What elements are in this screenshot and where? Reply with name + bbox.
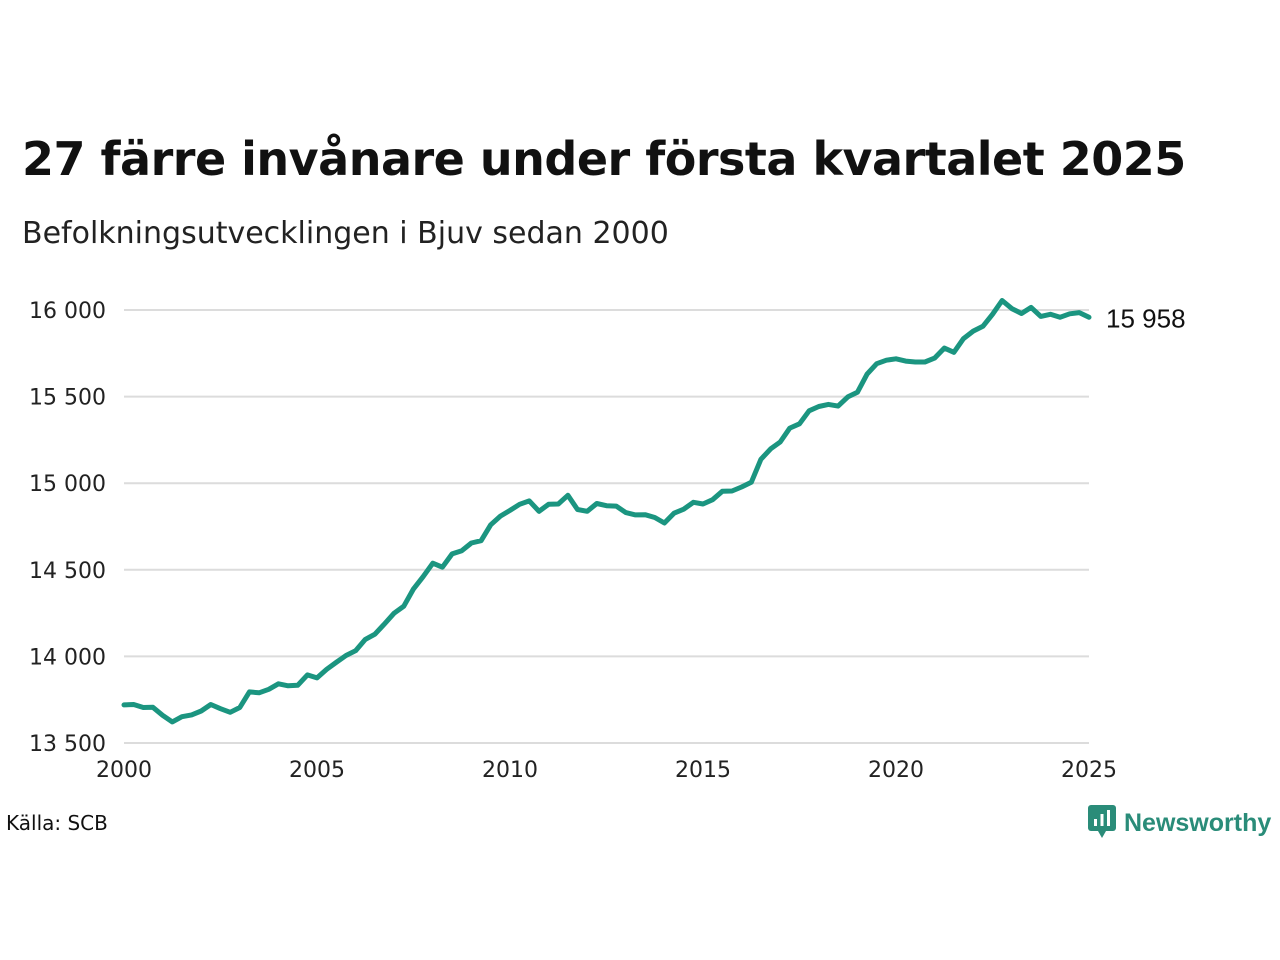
y-tick-label: 15 500 xyxy=(29,386,106,411)
newsworthy-logo-icon xyxy=(1088,803,1116,843)
y-tick-label: 14 000 xyxy=(29,645,106,670)
x-tick-label: 2005 xyxy=(289,758,345,783)
x-tick-label: 2015 xyxy=(675,758,731,783)
x-tick-label: 2020 xyxy=(868,758,924,783)
series-line xyxy=(121,298,1092,725)
end-value-label: 15 958 xyxy=(1106,303,1186,333)
y-tick-label: 14 500 xyxy=(29,559,106,584)
brand-logo: Newsworthy xyxy=(1088,803,1271,843)
x-tick-label: 2010 xyxy=(482,758,538,783)
brand-name: Newsworthy xyxy=(1124,808,1272,837)
line-chart: 13 500 14 000 14 500 15 000 15 500 16 000 2000… xyxy=(29,298,1186,783)
y-tick-label: 15 000 xyxy=(29,472,106,497)
y-tick-label: 13 500 xyxy=(29,732,106,757)
chart-subtitle: Befolkningsutvecklingen i Bjuv sedan 200… xyxy=(22,216,669,251)
x-tick-label: 2000 xyxy=(96,758,152,783)
chart-title: 27 färre invånare under första kvartalet… xyxy=(22,132,1186,186)
x-tick-label: 2025 xyxy=(1061,758,1117,783)
y-tick-label: 16 000 xyxy=(29,299,106,324)
source-note: Källa: SCB xyxy=(6,811,108,835)
